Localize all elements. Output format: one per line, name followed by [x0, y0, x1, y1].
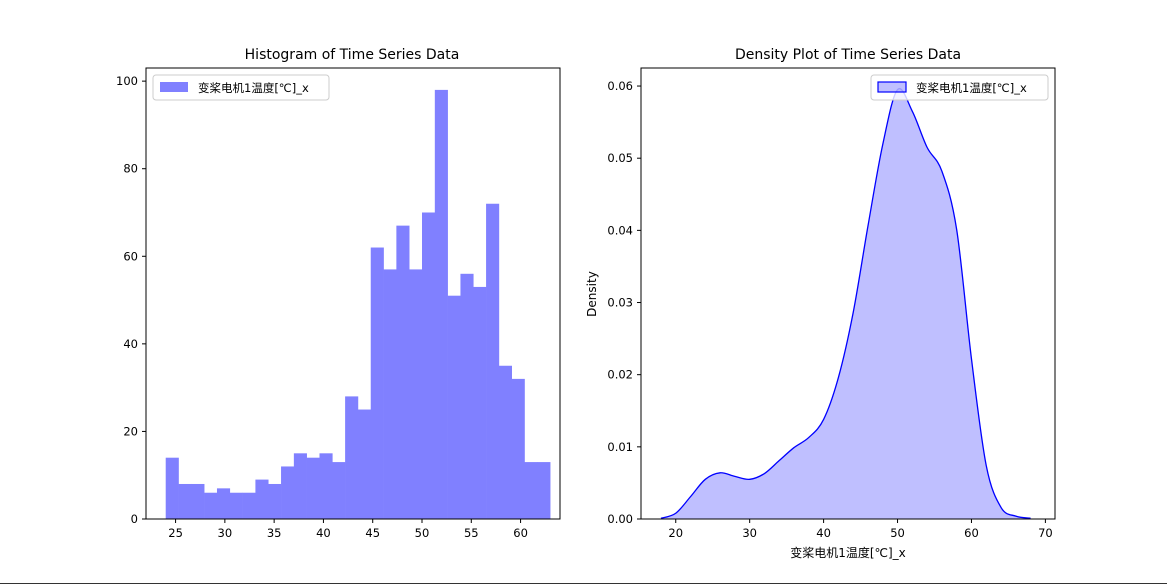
histogram-bar: [524, 462, 538, 519]
histogram-x-axis: 25 30 35 40 45 50 55 60: [168, 519, 528, 540]
histogram-bar: [293, 453, 307, 519]
density-curve-group: [660, 87, 1031, 519]
density-curve-line: [660, 87, 1031, 519]
y-tick-label: 0.03: [607, 296, 633, 310]
histogram-bar: [242, 492, 256, 519]
y-tick-label: 40: [123, 337, 138, 351]
y-tick-label: 60: [123, 249, 138, 263]
histogram-bar: [268, 483, 282, 519]
histogram-panel: Histogram of Time Series Data 25 30 35 40 45…: [116, 47, 561, 540]
histogram-bar: [345, 396, 359, 519]
histogram-bar: [473, 286, 487, 519]
density-title: Density Plot of Time Series Data: [735, 47, 961, 63]
y-tick-label: 0.00: [607, 512, 633, 526]
histogram-bar: [332, 462, 346, 519]
density-x-axis: 20 30 40 50 60 70: [668, 519, 1053, 540]
histogram-bar: [255, 479, 269, 519]
x-tick-label: 60: [964, 526, 979, 540]
histogram-bar: [409, 269, 423, 519]
x-tick-label: 35: [267, 526, 282, 540]
histogram-axes-frame: [145, 67, 561, 520]
histogram-y-axis: 0 20 40 60 80 100: [116, 74, 146, 526]
y-tick-label: 0.05: [607, 151, 633, 165]
histogram-title: Histogram of Time Series Data: [245, 47, 460, 63]
histogram-bar: [486, 203, 500, 520]
x-tick-label: 55: [464, 526, 479, 540]
histogram-bar: [511, 378, 525, 519]
histogram-legend-swatch: [160, 82, 188, 92]
histogram-legend-box: [152, 74, 330, 101]
x-tick-label: 50: [890, 526, 905, 540]
histogram-bar: [306, 457, 320, 519]
density-legend-box: [870, 74, 1049, 101]
x-tick-label: 30: [742, 526, 757, 540]
y-tick-label: 0.04: [607, 223, 633, 237]
y-tick-label: 20: [123, 424, 138, 438]
x-tick-label: 20: [668, 526, 683, 540]
x-tick-label: 50: [415, 526, 430, 540]
y-tick-label: 0: [131, 512, 138, 526]
y-tick-label: 80: [123, 162, 138, 176]
histogram-bar: [422, 212, 436, 519]
histogram-bar: [165, 457, 179, 519]
histogram-bar: [281, 466, 295, 519]
histogram-bar: [447, 295, 461, 519]
histogram-bars: [165, 89, 551, 520]
histogram-bar: [383, 269, 397, 519]
density-legend-swatch: [877, 81, 907, 93]
histogram-bar: [229, 492, 243, 519]
y-tick-label: 0.01: [607, 440, 633, 454]
x-tick-label: 60: [513, 526, 528, 540]
histogram-legend: 变桨电机1温度[℃]_x: [152, 74, 330, 101]
histogram-bar: [319, 453, 333, 519]
density-area-fill: [660, 88, 1031, 519]
histogram-bar: [370, 247, 384, 519]
x-tick-label: 30: [218, 526, 233, 540]
density-y-axis-label: Density: [585, 271, 599, 317]
histogram-bar: [498, 365, 512, 519]
histogram-bar: [191, 483, 205, 519]
histogram-legend-label: 变桨电机1温度[℃]_x: [198, 81, 309, 95]
density-panel: Density Plot of Time Series Data 20 30 40 5…: [585, 47, 1056, 560]
histogram-bar: [204, 492, 218, 519]
histogram-bar: [434, 89, 448, 520]
histogram-bar: [216, 488, 231, 519]
x-tick-label: 25: [168, 526, 183, 540]
y-tick-label: 100: [116, 74, 138, 88]
x-tick-label: 70: [1038, 526, 1053, 540]
x-tick-label: 45: [365, 526, 380, 540]
x-tick-label: 40: [316, 526, 331, 540]
histogram-bar: [460, 273, 474, 519]
density-legend-label: 变桨电机1温度[℃]_x: [916, 81, 1027, 95]
histogram-bar: [537, 462, 551, 519]
density-legend: 变桨电机1温度[℃]_x: [870, 74, 1049, 101]
density-y-axis: 0.00 0.01 0.02 0.03 0.04 0.05 0.06: [607, 79, 641, 526]
density-x-axis-label: 变桨电机1温度[℃]_x: [790, 545, 906, 560]
y-tick-label: 0.02: [607, 368, 633, 382]
histogram-bar: [178, 483, 192, 519]
histogram-bar: [357, 409, 372, 519]
x-tick-label: 40: [816, 526, 831, 540]
histogram-bar: [396, 225, 410, 519]
density-axes-frame: [640, 67, 1056, 520]
y-tick-label: 0.06: [607, 79, 633, 93]
